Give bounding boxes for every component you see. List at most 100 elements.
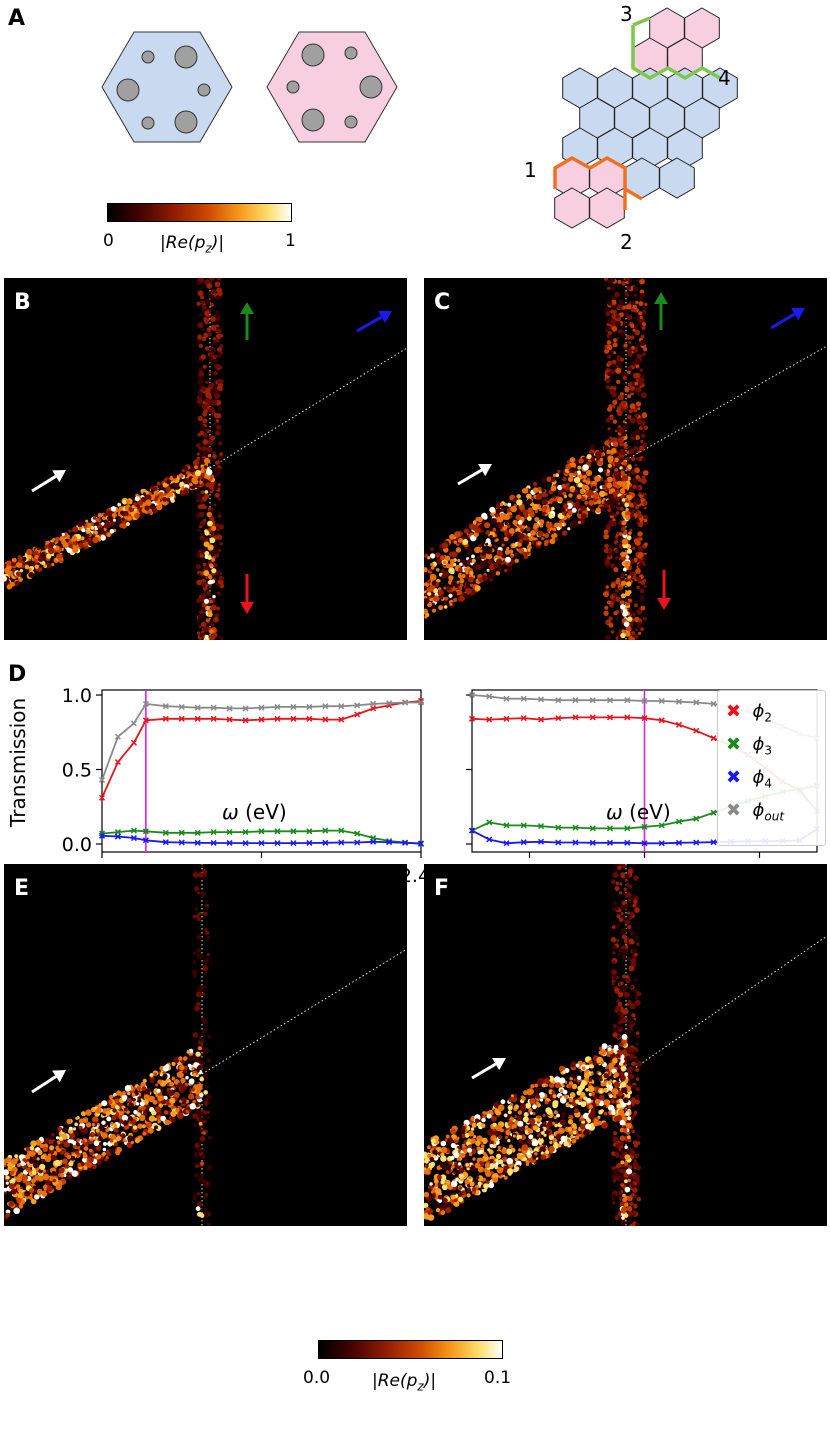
- field-dot: [624, 873, 630, 879]
- field-dot: [528, 1134, 534, 1140]
- field-dot: [481, 1158, 485, 1161]
- field-dot: [153, 487, 157, 490]
- field-dot: [638, 311, 643, 316]
- field-dot: [643, 470, 649, 476]
- field-dot: [41, 561, 46, 565]
- field-dot: [204, 310, 210, 317]
- field-dot: [196, 619, 200, 623]
- field-dot: [444, 1165, 451, 1172]
- field-dot: [101, 1120, 106, 1125]
- field-dot: [616, 914, 621, 919]
- field-dot: [637, 545, 644, 551]
- colorbar-top-label: |Re(pz)|: [160, 233, 225, 256]
- field-dot: [216, 333, 222, 340]
- field-dot: [598, 467, 604, 473]
- up-arrow-head: [240, 302, 254, 314]
- field-dot: [493, 544, 497, 548]
- field-dot: [514, 1158, 518, 1162]
- point-phi_4: [675, 839, 683, 846]
- field-dot: [583, 1096, 588, 1101]
- field-dot: [180, 1077, 186, 1084]
- field-dot: [200, 473, 205, 477]
- x-axis-label-left: ω (eV): [222, 800, 287, 824]
- field-dot: [427, 1188, 432, 1193]
- point-phi_3: [162, 829, 169, 836]
- field-dot: [621, 927, 627, 934]
- field-dot: [201, 404, 208, 410]
- field-dot: [636, 344, 640, 348]
- field-map-b: B: [4, 278, 407, 640]
- point-phi_2: [322, 716, 329, 723]
- field-dot: [504, 1135, 509, 1139]
- field-dot: [607, 406, 612, 412]
- field-dot: [137, 1123, 143, 1129]
- field-dot: [635, 1068, 640, 1072]
- field-dot: [43, 564, 47, 568]
- field-dot: [628, 938, 634, 944]
- field-dot: [508, 1144, 513, 1149]
- field-dot: [82, 1157, 88, 1163]
- field-dot: [108, 1099, 113, 1105]
- field-dot: [632, 286, 639, 292]
- field-dot: [192, 914, 197, 919]
- field-dot: [203, 478, 209, 484]
- field-dot: [625, 292, 629, 297]
- field-dot: [472, 1157, 476, 1161]
- field-dot: [430, 562, 434, 567]
- field-dot: [612, 441, 619, 447]
- field-dot: [613, 1026, 619, 1033]
- field-dot: [207, 520, 213, 527]
- field-dot: [451, 551, 458, 558]
- field-dot: [611, 295, 616, 300]
- field-dot: [42, 1193, 47, 1197]
- field-dot: [639, 420, 646, 426]
- field-dot: [445, 563, 451, 569]
- field-dot: [630, 323, 635, 329]
- field-dot: [541, 506, 547, 513]
- field-dot: [639, 340, 646, 346]
- point-phi_out: [338, 703, 345, 710]
- field-dot: [541, 488, 546, 493]
- field-dot: [494, 1103, 499, 1107]
- point-phi_4: [274, 840, 281, 847]
- point-phi_4: [370, 838, 377, 845]
- field-dot: [603, 1112, 608, 1116]
- field-dot: [527, 1094, 533, 1100]
- port-label-3: 3: [620, 2, 633, 26]
- field-dot: [159, 1073, 163, 1077]
- field-dot: [606, 449, 611, 454]
- field-dot: [501, 543, 505, 547]
- field-dot: [621, 1206, 627, 1213]
- field-dot: [508, 1097, 514, 1103]
- field-dot: [201, 1018, 207, 1025]
- field-dot: [442, 600, 450, 608]
- field-dot: [111, 1115, 117, 1121]
- field-dot: [106, 532, 112, 538]
- input-arrow-head: [52, 1070, 66, 1083]
- field-dot: [131, 505, 135, 509]
- field-dot: [185, 470, 190, 475]
- field-dot: [503, 514, 510, 521]
- field-dot: [213, 386, 217, 391]
- field-dot: [440, 555, 445, 561]
- field-dot: [455, 1147, 459, 1151]
- field-dot: [200, 593, 206, 599]
- field-dot: [571, 521, 578, 528]
- point-phi_3: [589, 825, 596, 832]
- field-dot: [627, 1028, 632, 1034]
- field-dot: [639, 289, 645, 295]
- field-dot: [627, 616, 633, 622]
- field-dot: [170, 1116, 176, 1123]
- field-dot: [541, 536, 545, 541]
- field-dot: [606, 476, 613, 483]
- point-phi_4: [537, 838, 545, 845]
- field-dot: [612, 342, 618, 348]
- field-dot: [529, 512, 535, 518]
- field-dot: [620, 551, 626, 558]
- field-dot: [455, 1178, 459, 1182]
- field-dot: [637, 513, 643, 519]
- field-dot: [61, 1127, 68, 1133]
- field-dot: [139, 512, 145, 519]
- field-dot: [631, 1210, 637, 1216]
- field-dot: [630, 559, 635, 564]
